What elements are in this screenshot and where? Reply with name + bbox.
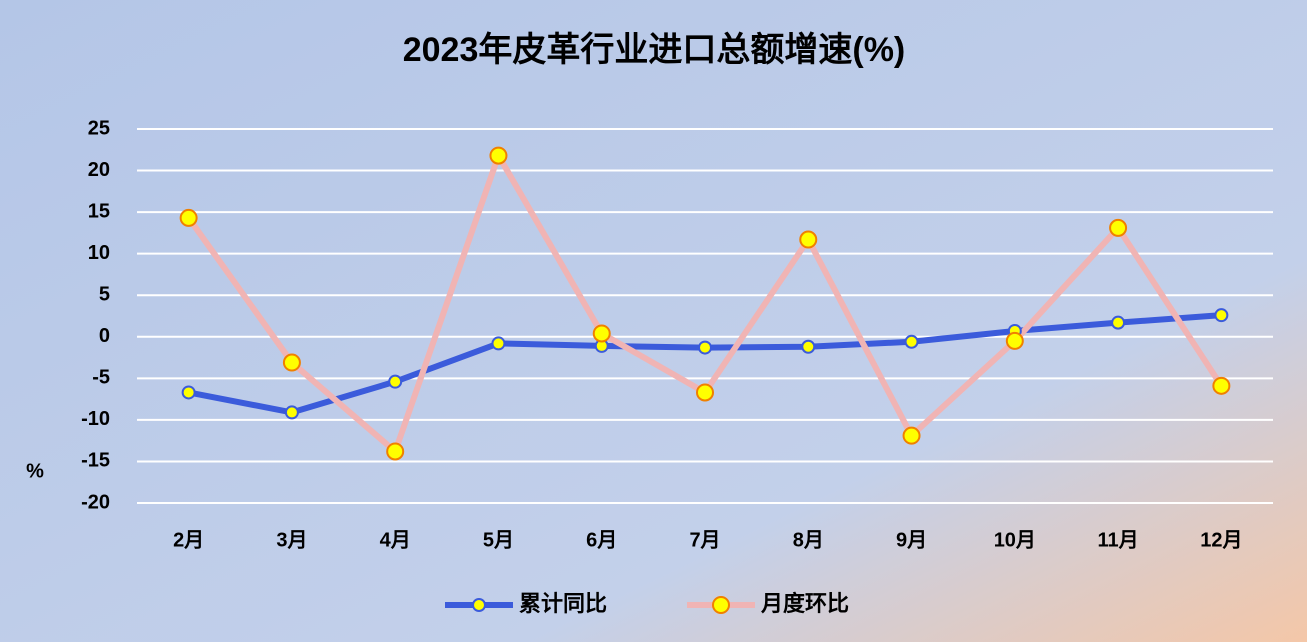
data-point xyxy=(284,405,299,420)
data-point xyxy=(1111,315,1126,330)
data-point xyxy=(489,146,508,165)
x-tick-label: 8月 xyxy=(793,529,824,551)
data-point xyxy=(491,336,506,351)
legend-marker xyxy=(472,598,486,612)
y-tick-label: 15 xyxy=(88,200,110,222)
y-tick-label: -5 xyxy=(92,367,110,389)
data-point xyxy=(282,353,301,372)
x-tick-label: 10月 xyxy=(994,529,1036,551)
y-tick-label: -20 xyxy=(81,491,110,513)
x-tick-label: 4月 xyxy=(380,529,411,551)
data-point xyxy=(904,334,919,349)
y-tick-label: 20 xyxy=(88,159,110,181)
y-axis-label: % xyxy=(26,460,44,482)
x-tick-label: 2月 xyxy=(173,529,204,551)
y-tick-label: -15 xyxy=(81,450,110,472)
data-point xyxy=(179,208,198,227)
legend-marker xyxy=(712,596,730,614)
data-point xyxy=(388,374,403,389)
data-point xyxy=(801,339,816,354)
data-point xyxy=(1005,331,1024,350)
data-point xyxy=(181,385,196,400)
legend-label: 累计同比 xyxy=(519,591,607,616)
data-point xyxy=(1214,308,1229,323)
data-point xyxy=(592,324,611,343)
data-point xyxy=(902,426,921,445)
y-tick-label: 5 xyxy=(99,284,110,306)
y-tick-label: -10 xyxy=(81,408,110,430)
x-tick-label: 12月 xyxy=(1200,529,1242,551)
x-tick-label: 3月 xyxy=(276,529,307,551)
data-point xyxy=(799,230,818,249)
x-tick-label: 6月 xyxy=(586,529,617,551)
data-point xyxy=(1212,376,1231,395)
data-point xyxy=(1109,218,1128,237)
x-tick-label: 5月 xyxy=(483,529,514,551)
data-point xyxy=(386,442,405,461)
legend-label: 月度环比 xyxy=(760,591,849,616)
y-tick-label: 0 xyxy=(99,325,110,347)
data-point xyxy=(696,383,714,402)
x-tick-label: 7月 xyxy=(689,529,720,551)
data-point xyxy=(698,340,712,355)
y-tick-label: 25 xyxy=(88,117,110,139)
chart-title: 2023年皮革行业进口总额增速(%) xyxy=(403,31,906,69)
y-tick-label: 10 xyxy=(88,242,110,264)
x-tick-label: 11月 xyxy=(1098,529,1139,551)
x-tick-label: 9月 xyxy=(896,529,927,551)
